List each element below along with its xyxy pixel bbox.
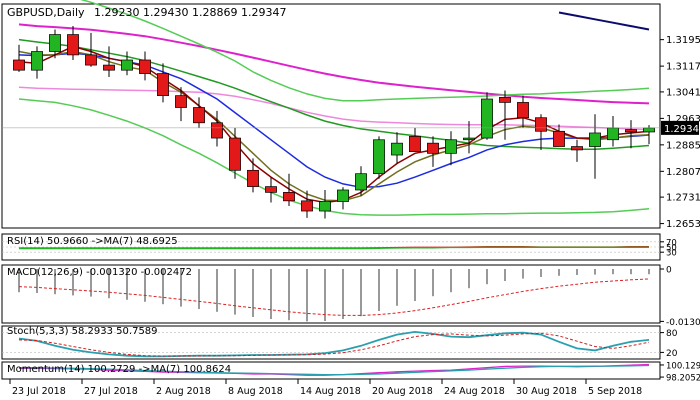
candle-body bbox=[283, 192, 295, 202]
rsi-title: RSI(14) 50.9660 ->MA(7) 48.6925 bbox=[7, 236, 178, 247]
stoch-axis-tick-label: 20 bbox=[666, 349, 678, 359]
candle-body bbox=[355, 173, 367, 191]
x-axis: 23 Jul 2018 27 Jul 2018 2 Aug 2018 8 Aug 20… bbox=[9, 379, 642, 397]
candle-body bbox=[373, 139, 385, 175]
momentum-axis-tick-label: 100.1292 bbox=[666, 361, 700, 371]
candle-body bbox=[409, 136, 421, 152]
moving-average-line bbox=[18, 38, 650, 151]
macd-frame bbox=[1, 264, 661, 324]
price-axis-tick-label: 1.28070 bbox=[666, 167, 700, 178]
candle-body bbox=[445, 139, 457, 154]
price-frame bbox=[1, 3, 661, 229]
stoch-axis-tick-label: 80 bbox=[666, 329, 678, 339]
macd-title: MACD(12,26,9) -0.001320 -0.002472 bbox=[7, 267, 192, 278]
candle-body bbox=[121, 59, 133, 71]
x-tick-label: 24 Aug 2018 bbox=[444, 386, 505, 397]
candle-body bbox=[337, 189, 349, 202]
price-axis-tick-label: 1.28850 bbox=[666, 140, 700, 151]
rsi-axis-tick-label: 30 bbox=[666, 249, 677, 259]
candle-body bbox=[589, 132, 601, 147]
moving-average-line bbox=[558, 11, 650, 31]
candle-body bbox=[157, 73, 169, 96]
momentum-axis-tick-label: 98.2052 bbox=[666, 374, 700, 384]
candle-body bbox=[571, 146, 583, 151]
candle-body bbox=[31, 51, 43, 71]
candle-body bbox=[49, 34, 61, 52]
price-axis-tick-label: 1.26530 bbox=[666, 219, 700, 230]
candle-body bbox=[139, 59, 151, 74]
candle-body bbox=[463, 137, 475, 141]
price-axis-tick-label: 1.31950 bbox=[666, 35, 700, 46]
stoch-signal-line bbox=[18, 332, 650, 357]
stoch-title: Stoch(5,3,3) 58.2933 50.7589 bbox=[7, 326, 158, 337]
stoch-frame bbox=[1, 325, 661, 360]
moving-average-line bbox=[80, 0, 650, 102]
candle-body bbox=[427, 142, 439, 154]
momentum-ma-line bbox=[19, 364, 650, 376]
moving-average-line bbox=[18, 23, 650, 105]
current-price-label: 1.29347 bbox=[664, 124, 700, 135]
current-price-box bbox=[661, 120, 699, 135]
momentum-panel: 100.1292 98.2052 bbox=[1, 361, 700, 384]
moving-average-line bbox=[18, 98, 650, 216]
ohlc-readout: 1.29230 1.29430 1.28869 1.29347 bbox=[94, 6, 286, 19]
x-tick-label: 14 Aug 2018 bbox=[300, 386, 361, 397]
macd-axis-tick-label: 0 bbox=[666, 266, 672, 276]
candle-body bbox=[391, 142, 403, 156]
chart-header: GBPUSD,Daily 1.29230 1.29430 1.28869 1.2… bbox=[7, 6, 287, 19]
candle-body bbox=[553, 130, 565, 147]
x-tick-label: 23 Jul 2018 bbox=[12, 386, 66, 397]
candle-body bbox=[301, 200, 313, 212]
candle-body bbox=[481, 98, 493, 139]
x-tick-label: 20 Aug 2018 bbox=[372, 386, 433, 397]
x-tick-label: 8 Aug 2018 bbox=[228, 386, 283, 397]
candle-body bbox=[535, 117, 547, 132]
x-tick-label: 5 Sep 2018 bbox=[588, 386, 642, 397]
rsi-line bbox=[19, 246, 649, 250]
candle-body bbox=[319, 201, 331, 212]
x-tick-label: 2 Aug 2018 bbox=[156, 386, 211, 397]
candle-body bbox=[643, 127, 655, 133]
stochastic-panel: 80 20 bbox=[1, 325, 678, 360]
candle-body bbox=[211, 122, 223, 139]
candle-body bbox=[175, 95, 187, 108]
candle-body bbox=[13, 59, 25, 71]
macd-panel: 0 -0.013097 bbox=[1, 264, 700, 328]
momentum-frame bbox=[1, 361, 661, 380]
rsi-axis-tick-label: 70 bbox=[666, 238, 677, 248]
candle-body bbox=[193, 107, 205, 124]
price-axis-tick-label: 1.31170 bbox=[666, 62, 700, 73]
price-axis-tick-label: 1.29630 bbox=[666, 114, 700, 125]
momentum-title: Momentum(14) 100.2729 ->MA(7) 100.8624 bbox=[7, 364, 231, 375]
price-panel: 1.31950 1.31170 1.30410 1.29630 1.28850 1.280… bbox=[1, 0, 700, 230]
price-axis-tick-label: 1.30410 bbox=[666, 87, 700, 98]
rsi-axis-tick-label: 50 bbox=[666, 244, 677, 254]
candle-body bbox=[499, 96, 511, 103]
x-tick-label: 27 Jul 2018 bbox=[84, 386, 138, 397]
price-axis-tick-label: 1.27310 bbox=[666, 193, 700, 204]
stoch-main-line bbox=[18, 330, 650, 358]
candle-body bbox=[103, 64, 115, 71]
macd-axis-tick-label: -0.013097 bbox=[666, 318, 700, 328]
candle-body bbox=[67, 34, 79, 56]
x-tick-label: 30 Aug 2018 bbox=[516, 386, 577, 397]
candle-body bbox=[85, 54, 97, 66]
candle-body bbox=[625, 129, 637, 133]
candle-body bbox=[517, 102, 529, 119]
macd-signal-line bbox=[18, 278, 650, 316]
candle-body bbox=[265, 186, 277, 193]
symbol-timeframe: GBPUSD,Daily bbox=[7, 6, 85, 19]
candle-body bbox=[247, 169, 259, 187]
candle-body bbox=[607, 127, 619, 141]
candle-body bbox=[229, 137, 241, 171]
